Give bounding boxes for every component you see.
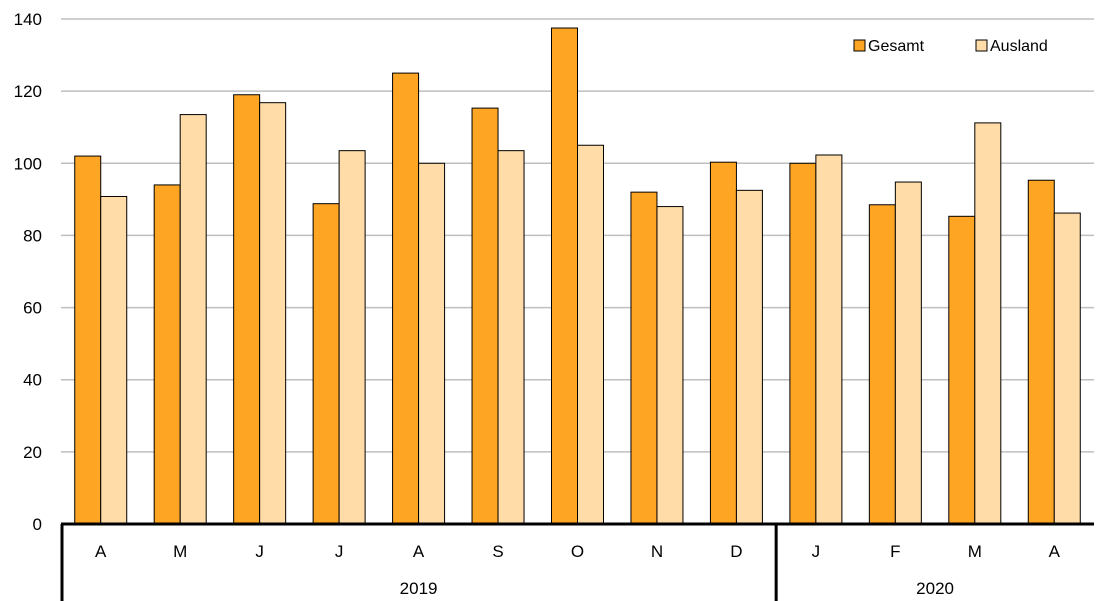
- y-axis-ticks: 0 20 40 60 80 100 120 140: [14, 10, 42, 534]
- bar-ausland: [338, 150, 366, 525]
- x-group-label: 2020: [916, 579, 954, 598]
- x-category-label: M: [968, 542, 982, 561]
- bar-gesamt: [630, 191, 658, 525]
- x-category-label: J: [255, 542, 264, 561]
- x-category-label: S: [492, 542, 503, 561]
- x-category-label: F: [890, 542, 900, 561]
- x-category-label: A: [413, 542, 425, 561]
- y-tick-label: 0: [33, 515, 42, 534]
- y-tick-label: 120: [14, 82, 42, 101]
- bar-ausland: [179, 114, 207, 525]
- x-axis-labels: A M J J A S O N D J F M A 2019 2020: [95, 542, 1061, 598]
- bar-ausland: [656, 206, 684, 525]
- x-category-label: O: [571, 542, 584, 561]
- bar-gesamt: [312, 203, 340, 525]
- legend-label-gesamt: Gesamt: [868, 38, 925, 55]
- bar-ausland: [1053, 212, 1081, 525]
- bar-gesamt: [789, 162, 817, 525]
- x-group-label: 2019: [400, 579, 438, 598]
- bar-ausland: [497, 150, 525, 525]
- legend-label-ausland: Ausland: [990, 38, 1048, 55]
- x-category-label: A: [1049, 542, 1061, 561]
- axes: [60, 522, 1094, 601]
- x-category-label: J: [335, 542, 344, 561]
- bar-gesamt: [1027, 179, 1055, 525]
- x-category-label: D: [730, 542, 742, 561]
- legend-swatch-gesamt: [853, 39, 866, 52]
- x-category-label: M: [173, 542, 187, 561]
- bar-ausland: [894, 181, 922, 525]
- bar-gesamt: [392, 72, 420, 525]
- y-tick-label: 60: [23, 299, 42, 318]
- y-tick-label: 80: [23, 226, 42, 245]
- legend-swatch-ausland: [975, 39, 988, 52]
- bar-ausland: [100, 195, 128, 525]
- bar-ausland: [815, 154, 843, 525]
- bar-gesamt: [471, 107, 499, 525]
- y-tick-label: 140: [14, 10, 42, 29]
- bar-ausland: [259, 102, 287, 525]
- y-tick-label: 100: [14, 154, 42, 173]
- x-category-label: A: [95, 542, 107, 561]
- bar-gesamt: [948, 215, 976, 525]
- bar-ausland: [735, 189, 763, 525]
- bar-gesamt: [153, 184, 181, 525]
- bar-ausland: [418, 162, 446, 525]
- bars: [74, 27, 1081, 525]
- bar-ausland: [974, 122, 1002, 525]
- bar-gesamt: [74, 155, 102, 525]
- bar-gesamt: [233, 94, 261, 525]
- bar-gesamt: [868, 204, 896, 525]
- x-category-label: N: [651, 542, 663, 561]
- bar-gesamt: [551, 27, 578, 525]
- x-category-label: J: [812, 542, 821, 561]
- y-tick-label: 40: [23, 371, 42, 390]
- legend: Gesamt Ausland: [853, 38, 1048, 55]
- bar-gesamt: [709, 161, 737, 525]
- y-tick-label: 20: [23, 443, 42, 462]
- bar-ausland: [577, 144, 604, 525]
